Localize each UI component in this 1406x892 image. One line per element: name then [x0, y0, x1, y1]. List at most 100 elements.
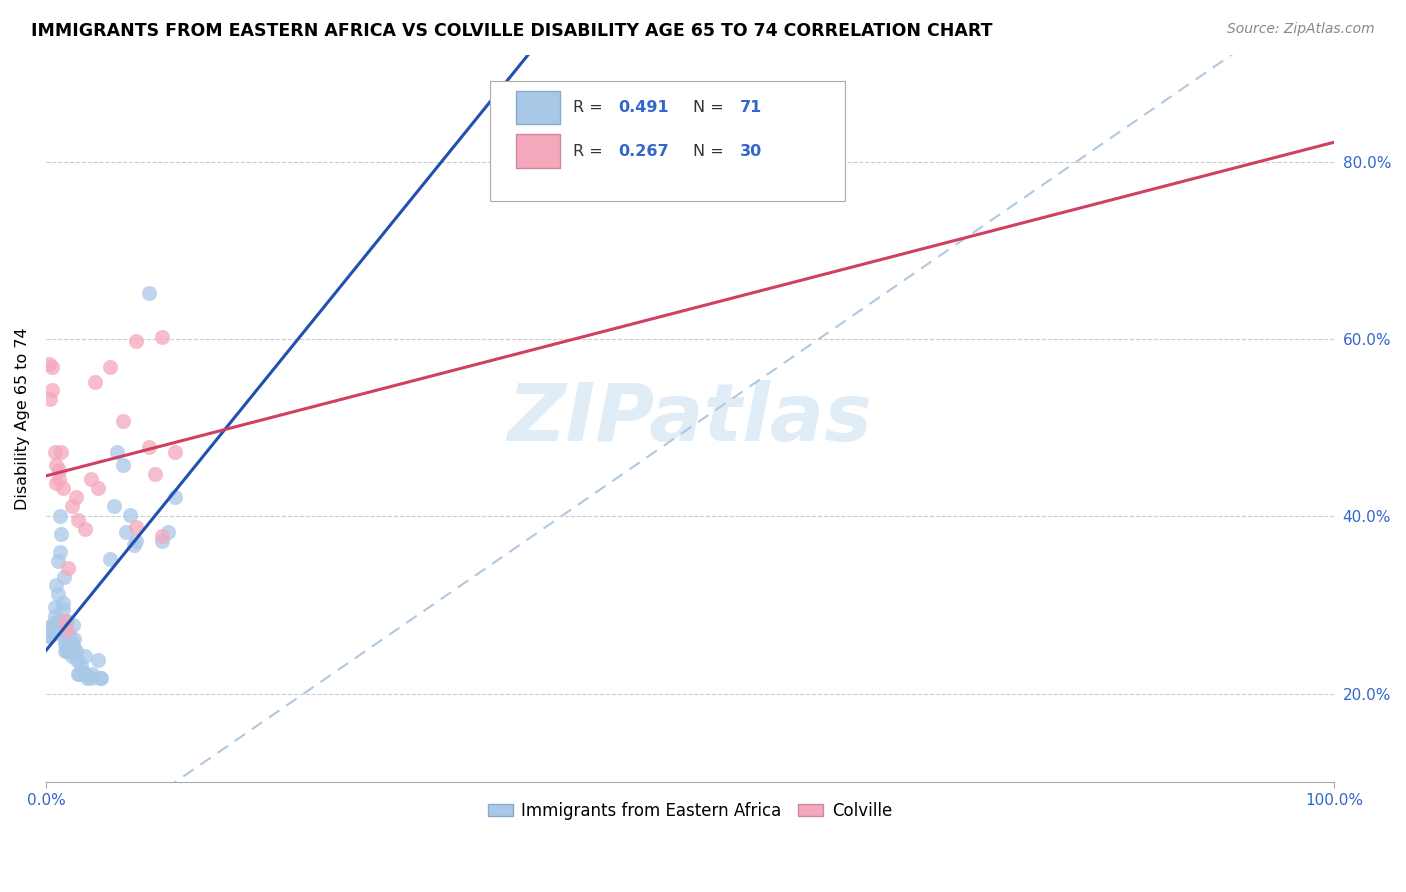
Point [45, 617, 67, 632]
Point [138, 285, 160, 300]
Point [42, 623, 65, 637]
Point [60, 649, 83, 664]
Point [150, 330, 173, 344]
Point [51, 623, 73, 637]
Point [44, 599, 66, 614]
Text: 30: 30 [741, 144, 762, 159]
Point [60, 499, 83, 513]
Text: Source: ZipAtlas.com: Source: ZipAtlas.com [1227, 22, 1375, 37]
Text: R =: R = [572, 144, 607, 159]
Point [73, 649, 96, 664]
Point [125, 520, 148, 534]
FancyBboxPatch shape [516, 91, 560, 124]
Point [38, 392, 60, 407]
Point [115, 525, 138, 540]
Text: 0.491: 0.491 [617, 100, 669, 115]
Point [62, 617, 84, 632]
Point [63, 632, 86, 646]
Point [41, 624, 63, 639]
Point [103, 499, 125, 513]
Legend: Immigrants from Eastern Africa, Colville: Immigrants from Eastern Africa, Colville [481, 795, 898, 826]
Point [157, 525, 180, 540]
Point [45, 578, 67, 592]
Point [145, 467, 167, 481]
Point [125, 534, 148, 549]
Point [56, 560, 79, 574]
Text: ZIPatlas: ZIPatlas [508, 380, 873, 458]
Point [41, 360, 63, 375]
Point [48, 472, 70, 486]
Point [55, 614, 77, 628]
Point [38, 629, 60, 643]
Point [48, 614, 70, 628]
Point [59, 637, 82, 651]
Point [49, 509, 72, 524]
Y-axis label: Disability Age 65 to 74: Disability Age 65 to 74 [15, 327, 30, 510]
Point [65, 644, 87, 658]
Point [52, 601, 75, 615]
Point [56, 644, 79, 658]
Point [53, 637, 76, 651]
Point [86, 481, 108, 495]
Point [122, 538, 145, 552]
Point [125, 334, 148, 348]
Point [38, 357, 60, 371]
Point [44, 445, 66, 459]
Point [112, 413, 135, 427]
Point [46, 554, 69, 568]
Point [76, 671, 98, 685]
Point [53, 569, 76, 583]
Point [67, 513, 90, 527]
Point [58, 640, 80, 655]
Point [53, 644, 76, 658]
Point [69, 658, 91, 673]
Point [52, 596, 75, 610]
Point [42, 615, 65, 630]
Point [38, 629, 60, 643]
Point [45, 458, 67, 472]
Point [55, 644, 77, 658]
Point [150, 534, 173, 549]
Point [41, 626, 63, 640]
Point [100, 552, 122, 566]
Text: R =: R = [572, 100, 607, 115]
Point [51, 527, 73, 541]
Point [53, 614, 76, 628]
Point [105, 445, 128, 459]
Point [38, 620, 60, 634]
Text: IMMIGRANTS FROM EASTERN AFRICA VS COLVILLE DISABILITY AGE 65 TO 74 CORRELATION C: IMMIGRANTS FROM EASTERN AFRICA VS COLVIL… [31, 22, 993, 40]
Point [66, 653, 89, 667]
Point [49, 545, 72, 559]
Point [73, 667, 96, 681]
Point [80, 472, 103, 486]
Point [58, 628, 80, 642]
Point [51, 445, 73, 459]
Point [56, 637, 79, 651]
Point [118, 508, 141, 522]
Text: N =: N = [693, 144, 728, 159]
Point [84, 375, 107, 389]
Point [70, 664, 93, 678]
Text: 0.267: 0.267 [617, 144, 669, 159]
Point [41, 384, 63, 398]
Point [100, 360, 122, 375]
Point [53, 623, 76, 637]
Point [60, 635, 83, 649]
Point [65, 490, 87, 504]
FancyBboxPatch shape [516, 135, 560, 168]
Text: N =: N = [693, 100, 728, 115]
Point [67, 667, 90, 681]
Point [55, 623, 77, 637]
Point [44, 608, 66, 623]
Text: 71: 71 [741, 100, 762, 115]
Point [112, 458, 135, 472]
Point [48, 463, 70, 477]
Point [46, 587, 69, 601]
Point [138, 440, 160, 454]
Point [86, 653, 108, 667]
Point [150, 529, 173, 543]
Point [38, 624, 60, 639]
Point [73, 522, 96, 536]
Point [48, 623, 70, 637]
Point [52, 481, 75, 495]
